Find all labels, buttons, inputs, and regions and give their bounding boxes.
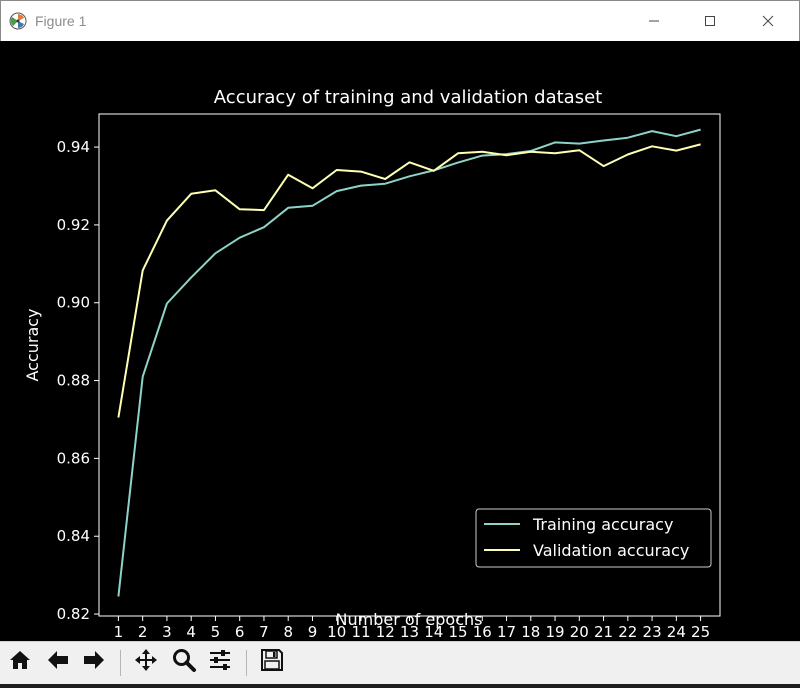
y-tick-label: 0.90 [57,294,90,312]
window-title: Figure 1 [35,13,87,29]
x-tick-label: 16 [473,623,492,641]
y-axis: 0.82 0.84 0.86 0.88 0.90 0.92 0.94 [57,138,99,623]
x-tick-label: 5 [211,623,221,641]
accuracy-line-chart: Accuracy of training and validation data… [23,87,721,641]
save-button[interactable] [256,646,288,678]
maximize-icon [704,12,716,31]
x-axis-label: Number of epochs [336,610,483,629]
y-tick-label: 0.84 [57,527,90,545]
x-tick-label: 20 [570,623,589,641]
configure-subplots-icon [207,647,233,677]
x-tick-label: 18 [521,623,540,641]
forward-button[interactable] [78,646,110,678]
forward-arrow-icon [81,647,107,677]
close-button[interactable] [745,1,791,41]
maximize-button[interactable] [687,1,733,41]
console-strip [0,684,800,688]
x-tick-label: 4 [186,623,196,641]
save-floppy-icon [259,647,285,677]
y-axis-label: Accuracy [23,308,42,381]
toolbar-separator [120,650,121,676]
y-tick-label: 0.92 [57,216,90,234]
x-tick-label: 3 [162,623,172,641]
validation-accuracy-line [117,143,701,418]
pan-icon [133,647,159,677]
y-tick-label: 0.82 [57,605,90,623]
x-tick-label: 19 [546,623,565,641]
x-tick-label: 24 [667,623,686,641]
x-tick-label: 17 [497,623,516,641]
chart-title: Accuracy of training and validation data… [214,87,602,108]
zoom-magnifier-icon [171,647,197,677]
x-tick-label: 12 [376,623,395,641]
x-axis: 1 2 3 4 5 6 7 8 9 10 11 12 13 14 15 16 17 18 19 20 21 22 23 24 2… [114,616,710,641]
x-tick-label: 15 [448,623,467,641]
close-icon [762,12,774,31]
x-tick-label: 25 [691,623,710,641]
x-tick-label: 21 [594,623,613,641]
legend: Training accuracy Validation accuracy [475,508,712,568]
back-button[interactable] [42,646,74,678]
legend-label-training: Training accuracy [532,515,673,534]
configure-subplots-button[interactable] [204,646,236,678]
home-icon [7,647,33,677]
x-tick-label: 1 [114,623,124,641]
x-tick-label: 22 [618,623,637,641]
figure-canvas[interactable]: Accuracy of training and validation data… [0,41,800,641]
back-arrow-icon [45,647,71,677]
x-tick-label: 14 [424,623,443,641]
x-tick-label: 8 [283,623,293,641]
y-tick-label: 0.94 [57,138,90,156]
legend-box [475,508,712,568]
series-lines [117,128,701,597]
minimize-button[interactable] [631,1,677,41]
x-tick-label: 10 [327,623,346,641]
navigation-toolbar [0,641,800,684]
title-bar[interactable]: Figure 1 [0,0,800,41]
legend-label-validation: Validation accuracy [533,541,689,560]
x-tick-label: 9 [308,623,318,641]
x-tick-label: 2 [138,623,148,641]
x-tick-label: 6 [235,623,245,641]
x-tick-label: 11 [351,623,370,641]
pan-button[interactable] [130,646,162,678]
y-tick-label: 0.86 [57,449,90,467]
home-button[interactable] [4,646,36,678]
toolbar-separator [246,650,247,676]
training-accuracy-line [117,128,701,597]
matplotlib-logo-icon [9,12,27,30]
x-tick-label: 23 [643,623,662,641]
x-tick-label: 7 [259,623,269,641]
x-tick-label: 13 [400,623,419,641]
minimize-icon [648,12,660,31]
zoom-button[interactable] [168,646,200,678]
y-tick-label: 0.88 [57,372,90,390]
